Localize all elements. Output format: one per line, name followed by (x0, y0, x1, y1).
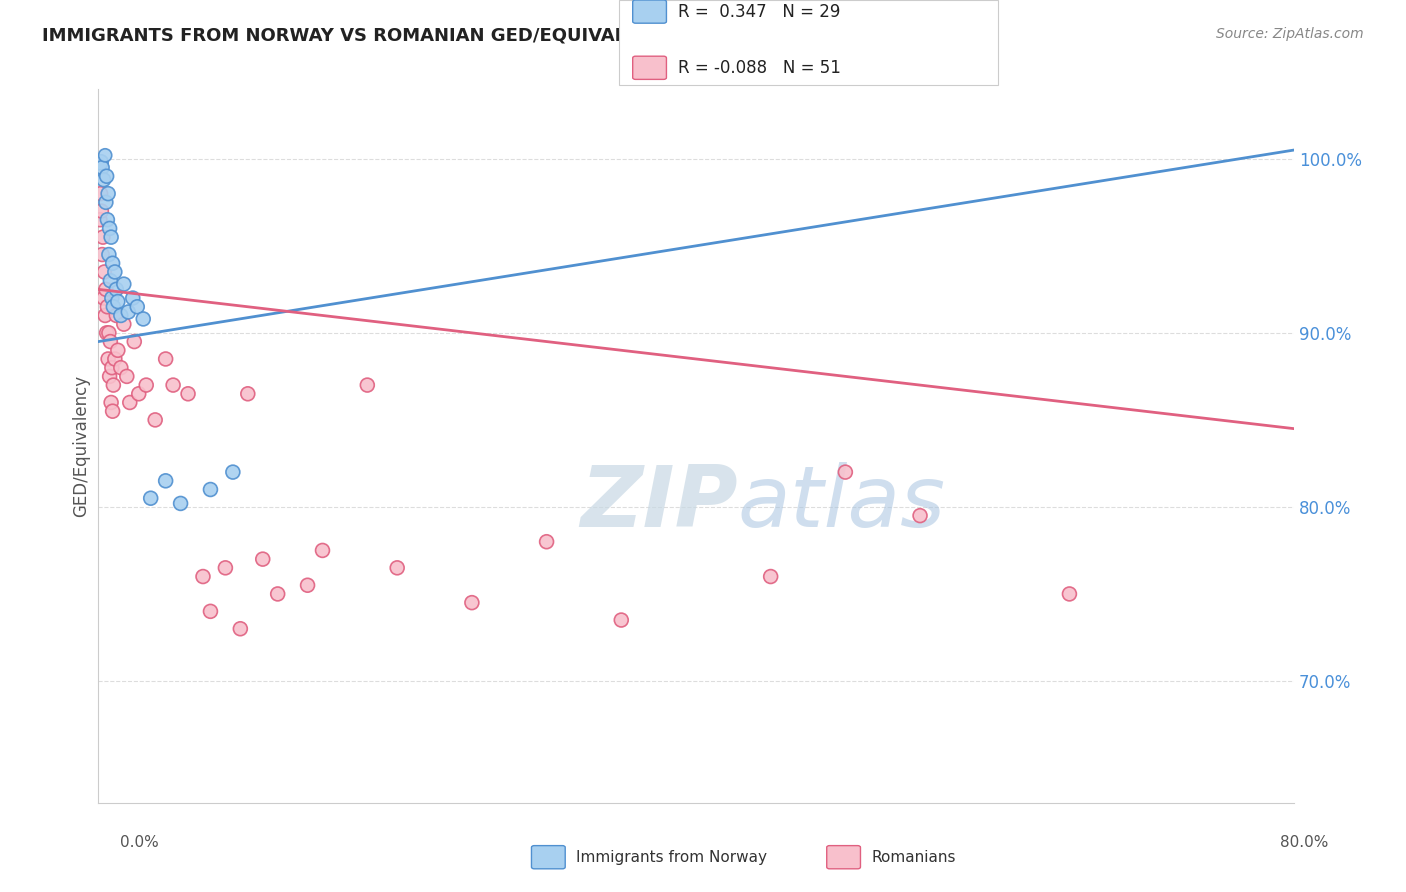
Point (91, 247, 114, 261)
Point (104, 265, 127, 279)
Point (385, 561, 409, 575)
Point (97, 351, 120, 366)
Point (267, 587, 290, 601)
Point (908, 508, 931, 523)
Text: atlas: atlas (738, 461, 946, 545)
Point (96, 300, 118, 314)
Point (98, 221, 121, 235)
Point (91, 161, 114, 175)
Point (94, 282, 117, 296)
Point (759, 569, 782, 583)
Point (98, 274, 122, 288)
Point (135, 378, 157, 392)
Point (105, 282, 128, 296)
Point (96, 212, 118, 227)
Point (229, 622, 252, 636)
Point (143, 413, 166, 427)
Point (97, 186, 120, 201)
Text: Romanians: Romanians (872, 850, 956, 864)
Point (118, 395, 141, 409)
Point (297, 578, 319, 592)
Point (101, 256, 124, 270)
Point (107, 294, 129, 309)
Point (155, 351, 177, 366)
Point (93, 265, 115, 279)
Point (222, 465, 245, 479)
Point (311, 543, 333, 558)
Point (155, 474, 177, 488)
Point (103, 378, 125, 392)
Text: 0.0%: 0.0% (120, 836, 159, 850)
Point (94, 195, 117, 210)
Point (105, 309, 128, 323)
Point (94, 148, 117, 162)
Point (107, 343, 129, 358)
Point (90, 155, 112, 169)
Point (536, 534, 558, 549)
Point (214, 561, 236, 575)
Point (98, 334, 122, 349)
Point (90, 186, 112, 201)
Point (139, 491, 162, 506)
Text: R = -0.088   N = 51: R = -0.088 N = 51 (678, 59, 841, 77)
Point (252, 552, 274, 566)
Text: IMMIGRANTS FROM NORWAY VS ROMANIAN GED/EQUIVALENCY CORRELATION CHART: IMMIGRANTS FROM NORWAY VS ROMANIAN GED/E… (42, 27, 901, 45)
Point (100, 395, 122, 409)
Point (98, 369, 121, 384)
Point (104, 351, 127, 366)
Y-axis label: GED/Equivalency: GED/Equivalency (72, 375, 90, 517)
Point (97, 247, 120, 261)
Point (94, 309, 117, 323)
Point (91, 230, 114, 244)
Point (112, 317, 135, 331)
Point (121, 291, 143, 305)
Point (169, 496, 191, 510)
Point (112, 277, 135, 292)
Point (356, 378, 378, 392)
Point (101, 404, 124, 418)
Point (200, 483, 222, 497)
Point (100, 230, 122, 244)
Point (90, 204, 112, 219)
Point (1059, 587, 1081, 601)
Point (96, 169, 118, 184)
Point (200, 604, 222, 618)
Text: Immigrants from Norway: Immigrants from Norway (576, 850, 768, 864)
Point (610, 613, 633, 627)
Point (110, 360, 132, 375)
Point (461, 596, 484, 610)
Point (115, 369, 138, 384)
Point (103, 300, 125, 314)
Point (191, 569, 214, 583)
Point (110, 309, 132, 323)
Point (132, 312, 155, 326)
Point (162, 378, 184, 392)
Text: ZIP: ZIP (581, 461, 738, 545)
Text: Source: ZipAtlas.com: Source: ZipAtlas.com (1216, 27, 1364, 41)
Point (93, 172, 115, 186)
Point (124, 334, 146, 349)
Point (89, 212, 111, 227)
Point (96, 326, 118, 340)
Text: R =  0.347   N = 29: R = 0.347 N = 29 (678, 3, 839, 21)
Point (128, 386, 150, 401)
Point (101, 291, 124, 305)
Point (236, 386, 259, 401)
Point (834, 465, 856, 479)
Point (117, 305, 139, 319)
Text: 80.0%: 80.0% (1281, 836, 1329, 850)
Point (97, 326, 120, 340)
Point (177, 386, 200, 401)
Point (93, 291, 115, 305)
Point (127, 300, 149, 314)
Point (101, 360, 124, 375)
